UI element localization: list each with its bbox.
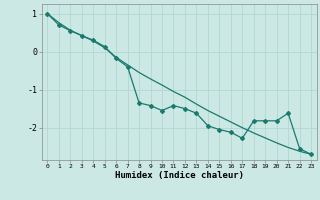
X-axis label: Humidex (Indice chaleur): Humidex (Indice chaleur) [115, 171, 244, 180]
